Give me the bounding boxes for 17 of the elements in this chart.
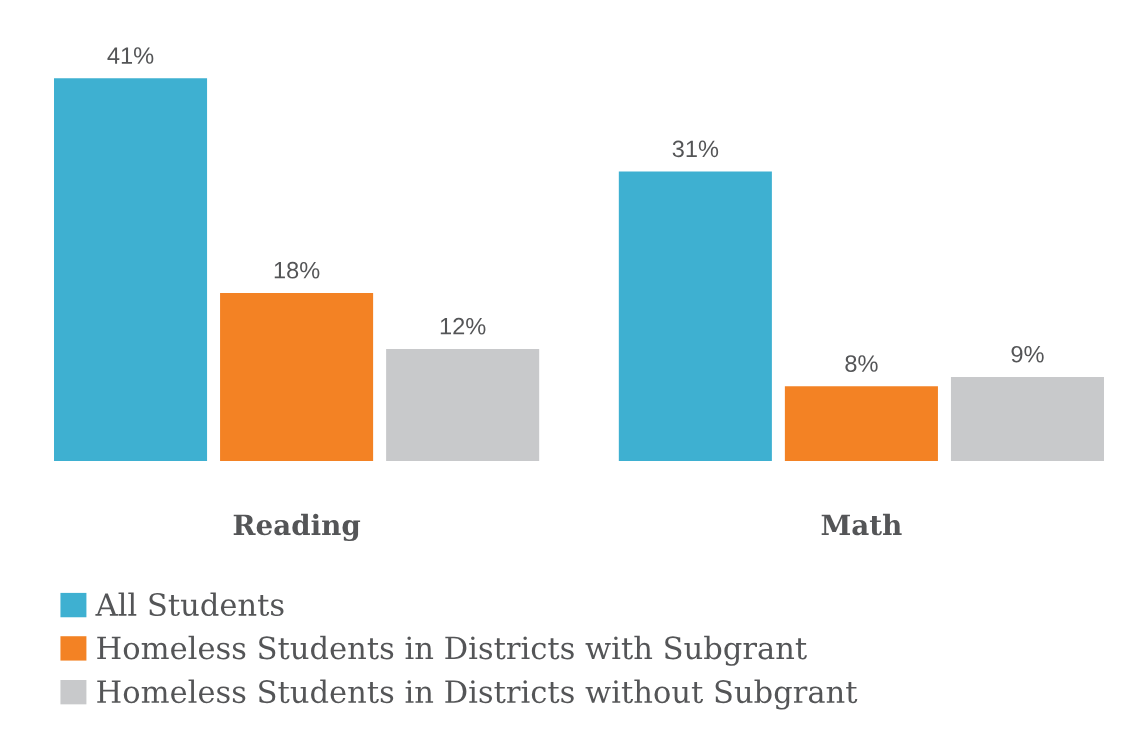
x-tick-label: Math (821, 513, 902, 536)
data-label: 8% (845, 355, 878, 372)
bar (950, 376, 1104, 461)
bar (220, 292, 374, 461)
bar (618, 171, 772, 461)
data-label: 9% (1011, 345, 1044, 363)
data-label: 18% (274, 261, 320, 279)
x-tick-label: Reading (233, 513, 361, 542)
bar (784, 386, 938, 461)
data-label: 41% (107, 47, 154, 64)
data-label: 12% (440, 317, 486, 335)
legend-label: Homeless Students in Districts with Subgrant (97, 635, 807, 666)
legend-label: All Students (95, 592, 284, 617)
legend-label: Homeless Students in Districts without Subgrant (97, 679, 858, 710)
bar (54, 78, 208, 461)
bar (386, 348, 540, 461)
data-label: 31% (672, 140, 719, 158)
